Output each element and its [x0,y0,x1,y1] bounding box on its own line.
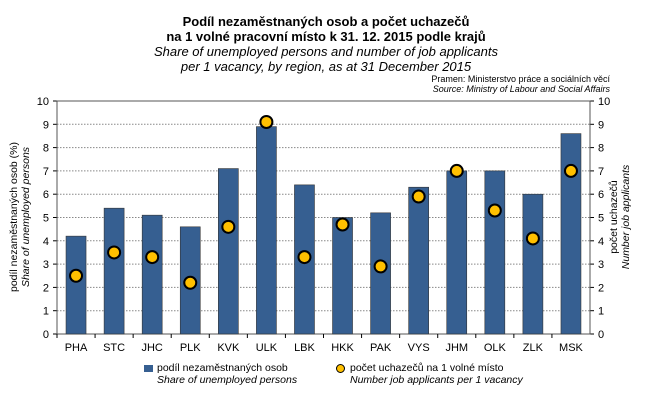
data-point [487,203,502,218]
data-point [297,250,312,265]
left-tick-label: 1 [43,306,49,318]
left-tick-label: 5 [43,213,49,225]
left-tick-label: 6 [43,189,49,201]
right-tick-label: 4 [598,236,604,248]
x-tick-label: STC [103,342,125,354]
right-tick-label: 0 [598,329,604,341]
source-en: Source: Ministry of Labour and Social Af… [432,84,610,94]
left-tick-label: 0 [43,329,49,341]
bar [103,207,125,335]
bar [446,170,468,335]
source-cz: Pramen: Ministerstvo práce a sociálních … [431,74,610,84]
x-tick-label: VYS [408,342,430,354]
bar [218,168,239,335]
x-tick-label: PAK [370,342,392,354]
x-tick-label: HKK [331,342,354,354]
x-tick-label: PHA [65,342,88,354]
legend-bar-swatch [144,365,153,372]
left-tick-label: 2 [43,282,49,294]
bar [256,126,277,335]
bar [522,193,544,335]
x-tick-label: OLK [484,342,507,354]
x-tick-label: JHC [141,342,162,354]
left-tick-label: 7 [43,166,49,178]
bar [408,186,429,335]
data-point [183,275,198,290]
x-tick-label: ZLK [523,342,544,354]
right-axis-label-en: Number job applicants [620,164,632,269]
right-tick-label: 5 [598,213,604,225]
data-point [563,163,578,178]
data-point [145,250,160,265]
left-tick-label: 4 [43,236,49,248]
chart-title: Podíl nezaměstnaných osob a počet uchaze… [182,14,470,29]
right-tick-label: 1 [598,306,604,318]
x-tick-label: KVK [217,342,240,354]
x-tick-label: JHM [445,342,468,354]
data-point [69,268,84,283]
x-tick-label: LBK [294,342,315,354]
data-point [259,114,274,129]
data-point [221,219,236,234]
legend-bar: podíl nezaměstnaných osob Share of unemp… [144,362,298,386]
data-point [411,189,426,204]
x-tick-label: PLK [180,342,201,354]
left-tick-label: 8 [43,143,49,155]
right-axis-label: počet uchazečů [608,180,620,254]
right-tick-label: 7 [598,166,604,178]
bar [484,170,506,335]
data-point [525,231,540,246]
left-axis-label-en: Share of unemployed persons [20,146,32,287]
legend-bar-label-en: Share of unemployed persons [157,374,298,386]
data-point [107,245,122,260]
left-tick-label: 10 [37,96,49,108]
data-point [335,217,350,232]
left-axis-label: podíl nezaměstnaných osob (%) [8,142,20,292]
right-tick-label: 3 [598,259,604,271]
chart-title-line2: na 1 volné pracovní místo k 31. 12. 2015… [166,29,486,44]
data-point [373,259,388,274]
right-tick-label: 9 [598,119,604,131]
right-tick-label: 8 [598,143,604,155]
right-tick-label: 2 [598,282,604,294]
x-tick-label: MSK [559,342,584,354]
legend-dot: počet uchazečů na 1 volné místo Number j… [336,362,523,386]
left-tick-label: 9 [43,119,49,131]
legend-dot-label-en: Number job applicants per 1 vacancy [350,374,523,386]
legend-bar-label: podíl nezaměstnaných osob [157,362,288,374]
bar [141,214,163,335]
x-tick-label: ULK [256,342,278,354]
left-tick-label: 3 [43,259,49,271]
right-tick-label: 6 [598,189,604,201]
bar [332,217,353,335]
chart-subtitle: Share of unemployed persons and number o… [154,44,498,59]
bar [65,235,87,335]
data-point [449,163,464,178]
chart-subtitle-line2: per 1 vacancy, by region, as at 31 Decem… [180,59,472,74]
legend-dot-label: počet uchazečů na 1 volné místo [350,362,504,374]
right-tick-label: 10 [598,96,610,108]
legend-dot-swatch [336,364,345,373]
bar [560,133,582,335]
